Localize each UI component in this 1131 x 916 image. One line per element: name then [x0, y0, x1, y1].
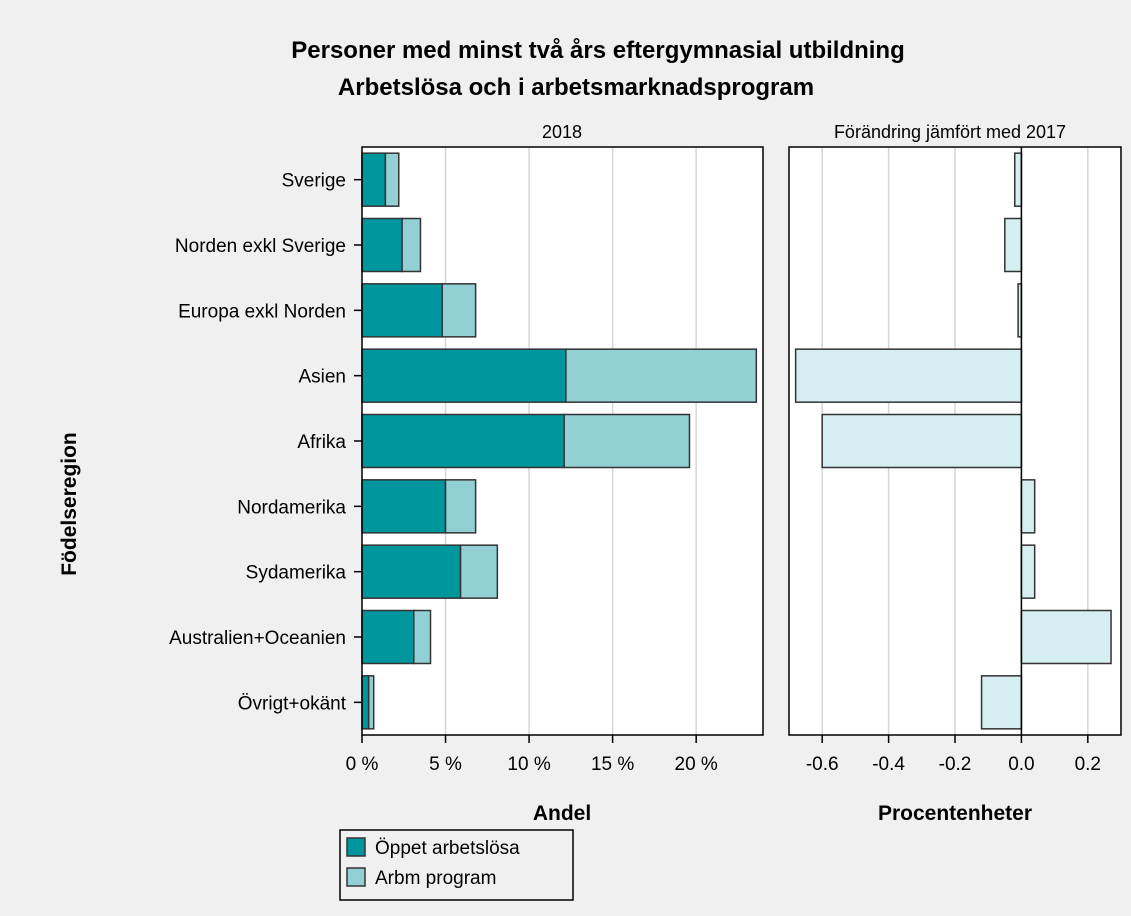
bar-Arbm program: [444, 479, 477, 534]
bar-Öppet arbetslösa: [361, 152, 387, 207]
right-x-tick-label: 0.0: [1008, 754, 1034, 775]
bar-Öppet arbetslösa: [361, 479, 447, 534]
right-x-axis-label: Procentenheter: [878, 802, 1032, 825]
y-axis-label: Födelseregion: [58, 432, 81, 576]
legend-label: Arbm program: [375, 868, 496, 889]
change-bar: [794, 348, 1023, 403]
bar-Arbm program: [367, 675, 375, 730]
bar-Arbm program: [441, 283, 477, 338]
bar-Arbm program: [459, 544, 499, 599]
category-label: Sverige: [282, 171, 346, 192]
left-plot-frame: [361, 146, 764, 736]
bar-Öppet arbetslösa: [361, 544, 462, 599]
bar-Arbm program: [565, 348, 758, 403]
change-bar: [1004, 217, 1023, 273]
bar-Öppet arbetslösa: [361, 217, 403, 273]
right-x-tick-label: -0.6: [806, 754, 839, 775]
legend: Öppet arbetslösa Arbm program: [339, 829, 574, 901]
change-bar: [1014, 152, 1023, 207]
change-bar: [1020, 544, 1036, 599]
bar-Arbm program: [384, 152, 400, 207]
chart-subtitle: Arbetslösa och i arbetsmarknadsprogram: [338, 74, 814, 101]
bar-Öppet arbetslösa: [361, 413, 565, 469]
right-x-tick-label: -0.2: [939, 754, 972, 775]
left-x-tick-label: 10 %: [507, 754, 550, 775]
left-x-tick-label: 5 %: [429, 754, 462, 775]
right-x-tick-label: -0.4: [872, 754, 905, 775]
bar-Öppet arbetslösa: [361, 675, 370, 730]
legend-swatch: [346, 837, 366, 857]
bar-Öppet arbetslösa: [361, 283, 443, 338]
change-bar: [1020, 479, 1036, 534]
left-x-axis-label: Andel: [533, 802, 591, 825]
left-panel: 0 % 5 % 10 % 15 % 20 % Sverige Norden exkl Sve…: [169, 146, 764, 775]
right-plot-frame: [788, 146, 1122, 736]
category-label: Norden exkl Sverige: [175, 236, 346, 257]
legend-label: Öppet arbetslösa: [375, 838, 520, 859]
category-label: Europa exkl Norden: [178, 301, 346, 322]
left-x-tick-label: 0 %: [346, 754, 379, 775]
category-label: Asien: [298, 367, 346, 388]
bar-Öppet arbetslösa: [361, 348, 567, 403]
left-x-tick-label: 20 %: [675, 754, 718, 775]
right-panel: -0.6 -0.4 -0.2 0.0 0.2: [788, 146, 1122, 775]
legend-swatch: [346, 867, 366, 887]
change-bar: [980, 675, 1023, 730]
left-x-tick-label: 15 %: [591, 754, 634, 775]
change-bar: [821, 413, 1023, 469]
bar-Arbm program: [563, 413, 691, 469]
bar-Arbm program: [401, 217, 422, 273]
legend-box: [339, 829, 574, 901]
bar-Öppet arbetslösa: [361, 609, 415, 665]
chart-title: Personer med minst två års eftergymnasia…: [291, 37, 905, 64]
change-bar: [1020, 609, 1112, 665]
right-x-tick-label: 0.2: [1075, 754, 1101, 775]
category-label: Afrika: [297, 432, 346, 453]
category-label: Australien+Oceanien: [169, 628, 346, 649]
right-panel-title: Förändring jämfört med 2017: [834, 122, 1066, 142]
category-label: Övrigt+okänt: [238, 693, 347, 714]
category-label: Nordamerika: [237, 497, 346, 518]
left-panel-title: 2018: [542, 122, 582, 142]
category-label: Sydamerika: [246, 563, 347, 584]
bar-Arbm program: [413, 609, 432, 665]
